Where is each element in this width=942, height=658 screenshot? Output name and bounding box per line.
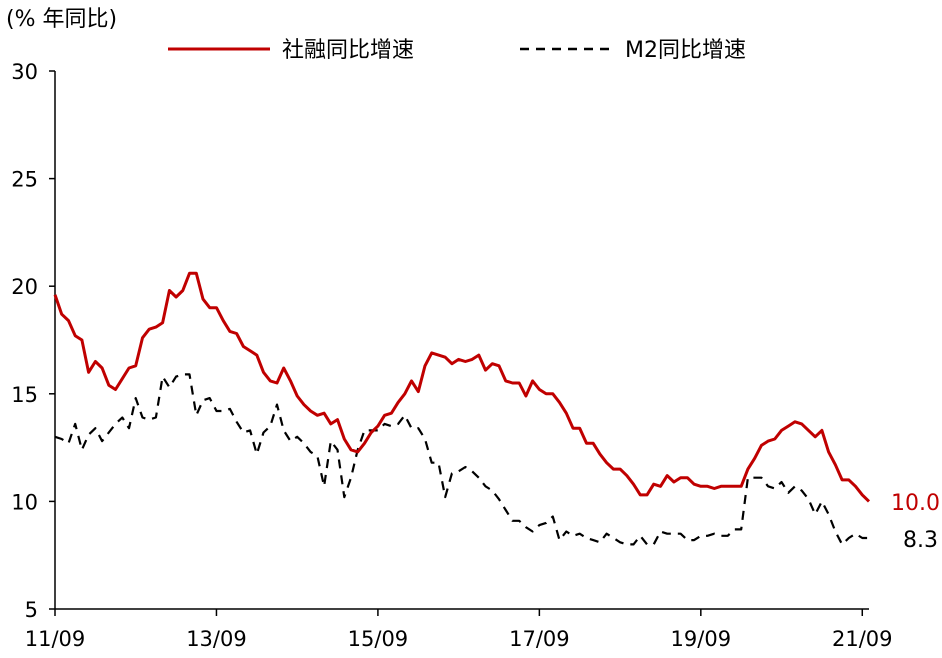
y-unit-label: (% 年同比) [6,7,117,32]
y-tick-label: 5 [25,598,38,622]
y-axis: 5 10 15 20 25 30 [11,60,56,622]
x-tick-label: 19/09 [671,627,732,651]
series-line-m2 [54,373,869,546]
end-label-m2: 8.3 [903,528,938,553]
legend-label-social-financing: 社融同比增速 [282,38,414,63]
legend-label-m2: M2同比增速 [625,38,746,63]
series-layer [53,271,871,546]
y-tick-label: 20 [11,275,38,299]
y-tick-label: 15 [11,383,38,407]
end-labels: 10.0 8.3 [891,491,940,553]
x-tick-label: 13/09 [186,627,247,651]
x-axis: 11/09 13/09 15/09 17/09 19/09 21/09 [25,608,893,651]
x-tick-label: 17/09 [509,627,570,651]
x-tick-label: 21/09 [832,627,893,651]
x-tick-label: 11/09 [25,627,86,651]
legend: 社融同比增速 M2同比增速 [168,38,746,63]
end-label-social-financing: 10.0 [891,491,940,516]
y-tick-label: 25 [11,168,38,192]
x-tick-label: 15/09 [348,627,409,651]
y-tick-label: 10 [11,490,38,514]
y-tick-label: 30 [11,60,38,84]
series-line-social-financing [53,271,871,503]
